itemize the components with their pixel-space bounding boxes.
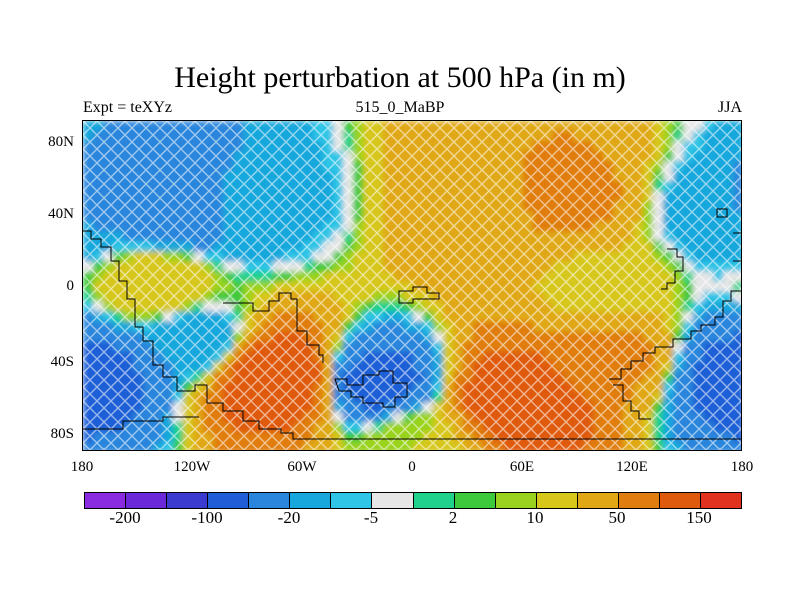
colorbar-cell — [249, 493, 291, 508]
coastline-antarctic — [83, 416, 199, 430]
colorbar-cell — [659, 493, 701, 508]
colorbar-label: 50 — [608, 508, 626, 527]
season-label: JJA — [717, 99, 742, 116]
lon-tick-180w: 180 — [70, 459, 94, 475]
colorbar-label: 2 — [448, 508, 458, 527]
lon-tick-120e: 120E — [616, 459, 648, 475]
colorbar-label: -5 — [363, 508, 379, 527]
height-perturbation-map — [83, 121, 741, 450]
lon-tick-60w: 60W — [287, 459, 317, 475]
lat-tick-40s: 40S — [50, 354, 74, 370]
coastline-nz — [613, 384, 651, 420]
coastline-asia — [398, 286, 440, 304]
colorbar-label: 10 — [526, 508, 544, 527]
colorbar-cell — [208, 493, 250, 508]
hatch-overlay — [83, 121, 741, 450]
colorbar-cell — [413, 493, 455, 508]
colorbar-label: -100 — [191, 508, 223, 527]
lat-tick-80n: 80N — [48, 134, 74, 150]
colorbar-cell — [618, 493, 660, 508]
colorbar-label: -20 — [277, 508, 301, 527]
coastline-east-small — [716, 208, 728, 218]
colorbar-cell — [536, 493, 578, 508]
coastline-east — [661, 248, 684, 290]
coastline-australia — [609, 290, 741, 380]
lat-tick-0: 0 — [66, 278, 75, 294]
lon-tick-60e: 60E — [509, 459, 535, 475]
map-plot-area — [82, 120, 742, 451]
map-title: Height perturbation at 500 hPa (in m) — [174, 61, 626, 94]
experiment-label: Expt = teXYz — [83, 99, 172, 116]
colorbar-label: 150 — [686, 508, 712, 527]
colorbar-cell — [85, 493, 127, 508]
colorbar-cell — [126, 493, 168, 508]
lat-tick-80s: 80S — [50, 426, 74, 442]
coastline-europe-africa — [223, 292, 324, 363]
colorbar-cell — [167, 493, 209, 508]
colorbar-label: -200 — [109, 508, 141, 527]
coastlines — [83, 208, 741, 440]
coastline-africa-south — [334, 370, 408, 408]
colorbar-cell — [372, 493, 414, 508]
lat-tick-40n: 40N — [48, 206, 74, 222]
colorbar-cell — [290, 493, 332, 508]
colorbar — [84, 492, 742, 509]
coastline-east-edge — [733, 232, 741, 262]
lon-tick-120w: 120W — [173, 459, 211, 475]
case-label: 515_0_MaBP — [355, 99, 445, 116]
lon-tick-180e: 180 — [730, 459, 754, 475]
colorbar-cell — [331, 493, 373, 508]
colorbar-cell — [495, 493, 537, 508]
lon-tick-0: 0 — [408, 459, 416, 475]
colorbar-cell — [454, 493, 496, 508]
coastline-americas — [83, 230, 741, 440]
colorbar-cell — [700, 493, 741, 508]
colorbar-cell — [577, 493, 619, 508]
